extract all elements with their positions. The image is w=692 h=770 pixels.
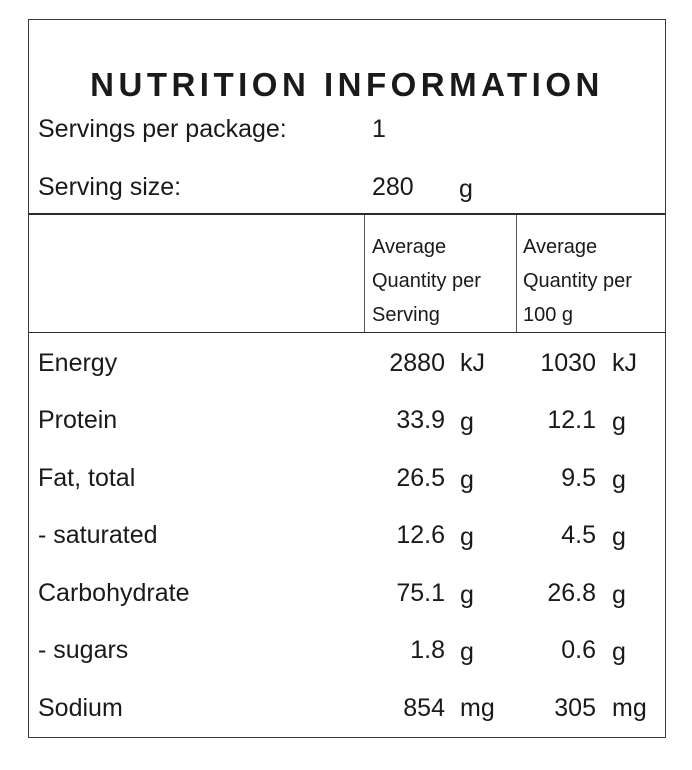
- column-header-per-100g: Average Quantity per 100 g: [523, 230, 673, 332]
- per-serving-unit: g: [460, 466, 474, 494]
- panel-title: NUTRITION INFORMATION: [90, 66, 604, 103]
- column-header-line: Quantity per: [523, 270, 632, 292]
- per-serving-value: 26.5: [396, 464, 445, 492]
- nutrient-label: Fat, total: [38, 464, 136, 492]
- serving-size-value: 280: [372, 173, 414, 201]
- column-divider: [516, 215, 517, 332]
- per-serving-unit: g: [460, 523, 474, 551]
- per-100g-value: 0.6: [561, 636, 596, 664]
- column-header-line: Average: [523, 236, 598, 258]
- per-serving-value: 1.8: [410, 636, 445, 664]
- per-100g-unit: kJ: [612, 349, 637, 377]
- column-divider: [364, 215, 365, 332]
- per-serving-value: 33.9: [396, 406, 445, 434]
- per-serving-unit: g: [460, 581, 474, 609]
- nutrition-panel: NUTRITION INFORMATION Servings per packa…: [28, 19, 666, 738]
- serving-size-label: Serving size:: [38, 173, 182, 201]
- per-100g-unit: g: [612, 466, 626, 494]
- per-100g-value: 26.8: [547, 579, 596, 607]
- per-serving-value: 854: [403, 694, 445, 722]
- nutrient-label: Sodium: [38, 694, 123, 722]
- per-100g-unit: g: [612, 408, 626, 436]
- nutrient-label: - sugars: [38, 636, 129, 664]
- per-serving-unit: g: [460, 408, 474, 436]
- column-header-line: Serving: [372, 304, 440, 326]
- per-100g-value: 4.5: [561, 521, 596, 549]
- servings-per-package-value: 1: [372, 115, 386, 143]
- per-serving-unit: g: [460, 638, 474, 666]
- column-header-line: Quantity per: [372, 270, 481, 292]
- header-divider: [29, 213, 665, 215]
- per-100g-value: 12.1: [547, 406, 596, 434]
- nutrient-label: Protein: [38, 406, 118, 434]
- per-100g-unit: g: [612, 638, 626, 666]
- column-header-divider: [29, 332, 665, 333]
- per-serving-value: 12.6: [396, 521, 445, 549]
- per-serving-value: 75.1: [396, 579, 445, 607]
- nutrient-label: Energy: [38, 349, 118, 377]
- per-100g-unit: g: [612, 523, 626, 551]
- per-100g-value: 305: [554, 694, 596, 722]
- per-100g-unit: g: [612, 581, 626, 609]
- per-100g-value: 9.5: [561, 464, 596, 492]
- per-100g-value: 1030: [540, 349, 596, 377]
- per-serving-unit: mg: [460, 694, 495, 722]
- column-header-per-serving: Average Quantity per Serving: [372, 230, 522, 332]
- per-serving-unit: kJ: [460, 349, 485, 377]
- per-100g-unit: mg: [612, 694, 647, 722]
- column-header-line: Average: [372, 236, 447, 258]
- column-header-line: 100 g: [523, 304, 574, 326]
- servings-per-package-label: Servings per package:: [38, 115, 287, 143]
- nutrient-label: - saturated: [38, 521, 158, 549]
- nutrient-label: Carbohydrate: [38, 579, 190, 607]
- serving-size-unit: g: [459, 175, 473, 203]
- per-serving-value: 2880: [389, 349, 445, 377]
